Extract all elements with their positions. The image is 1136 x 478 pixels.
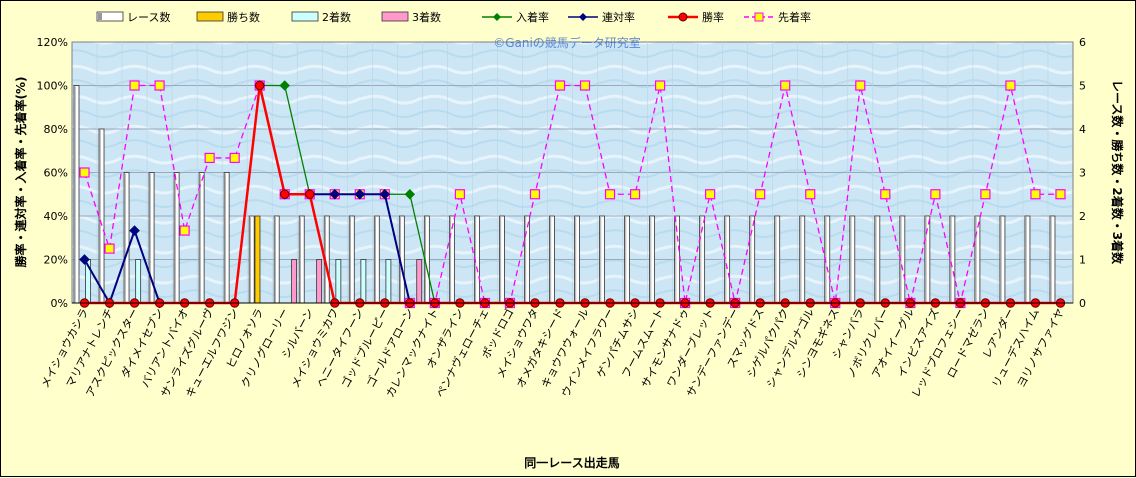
- legend-label: 勝ち数: [227, 10, 260, 24]
- legend-marker: [579, 13, 587, 21]
- point-先着率: [980, 189, 991, 200]
- line-先着率: [83, 83, 1061, 304]
- legend-swatch: [196, 11, 224, 22]
- y-left-tick-label: 80%: [44, 123, 68, 136]
- point-先着率: [579, 80, 591, 91]
- grid-lines: [72, 42, 1073, 303]
- point-先着率: [79, 167, 90, 178]
- point-先着率: [154, 80, 165, 91]
- y-left-tick-label: 100%: [37, 80, 68, 93]
- legend-swatch: [291, 11, 319, 22]
- point-先着率: [629, 189, 641, 200]
- y-right-tick-label: 2: [1079, 210, 1086, 223]
- y-right-axis-label: レース数・勝ち数・2着数・3着数: [1110, 80, 1125, 265]
- line-連対率: [83, 227, 161, 306]
- point-勝率: [305, 189, 315, 199]
- y-right-tick-label: 6: [1079, 36, 1086, 49]
- point-先着率: [229, 152, 240, 164]
- y-left-axis-label: 勝率・連対率・入着率・先着率(%): [13, 77, 28, 268]
- bar-2着数: [360, 259, 367, 304]
- legend-label: 勝率: [702, 10, 724, 24]
- point-入着率: [279, 80, 290, 91]
- legend-marker: [678, 12, 688, 22]
- legend-swatch-shade: [98, 13, 102, 20]
- point-先着率: [855, 80, 866, 91]
- legend-marker: [493, 13, 501, 21]
- point-入着率: [404, 189, 416, 200]
- point-先着率: [529, 189, 541, 200]
- bar-勝ち数: [254, 215, 261, 304]
- y-right-tick-label: 3: [1079, 167, 1086, 180]
- point-連対率: [129, 225, 140, 236]
- point-連対率: [329, 189, 340, 200]
- point-先着率: [179, 225, 190, 236]
- point-先着率: [1005, 80, 1016, 91]
- point-勝率: [254, 80, 265, 91]
- point-連対率: [354, 189, 365, 200]
- point-先着率: [604, 189, 616, 200]
- point-先着率: [129, 80, 140, 91]
- point-連対率: [79, 254, 90, 265]
- point-先着率: [454, 189, 465, 200]
- bar-3着数: [291, 259, 298, 304]
- bar-2着数: [385, 259, 392, 304]
- point-先着率: [554, 80, 566, 91]
- point-先着率: [705, 189, 716, 200]
- y-left-tick-label: 20%: [44, 254, 68, 267]
- bar-2着数: [135, 259, 142, 304]
- point-先着率: [805, 189, 816, 200]
- bar-3着数: [416, 259, 423, 304]
- legend-label: 入着率: [516, 10, 549, 24]
- y-right-tick-label: 4: [1079, 123, 1086, 136]
- legend-label: レース数: [127, 11, 170, 24]
- point-先着率: [1030, 189, 1041, 200]
- point-先着率: [930, 189, 941, 200]
- legend-swatch: [381, 11, 409, 22]
- y-right-tick-label: 1: [1079, 254, 1086, 267]
- legend-label: 連対率: [602, 10, 635, 24]
- legend-swatch: [96, 11, 124, 22]
- point-先着率: [204, 152, 215, 164]
- bar-2着数: [335, 259, 342, 304]
- y-right-tick-label: 5: [1079, 80, 1086, 93]
- point-先着率: [654, 80, 666, 91]
- y-left-tick-label: 0%: [51, 297, 68, 310]
- x-axis-label: 同一レース出走馬: [524, 455, 619, 470]
- legend-label: 3着数: [412, 10, 441, 24]
- y-left-tick-label: 40%: [44, 210, 68, 223]
- legend-label: 先着率: [778, 10, 811, 24]
- y-right-tick-label: 0: [1079, 297, 1086, 310]
- point-先着率: [1055, 189, 1066, 200]
- y-left-tick-label: 60%: [44, 167, 68, 180]
- legend: レース数 勝ち数 2着数 3着数 入着率 連対率 勝率 先着率: [96, 10, 811, 24]
- bar-3着数: [316, 259, 323, 304]
- point-先着率: [104, 243, 115, 254]
- point-先着率: [880, 189, 891, 200]
- point-連対率: [379, 189, 391, 200]
- y-left-tick-label: 120%: [37, 36, 68, 49]
- point-勝率: [280, 189, 290, 199]
- legend-label: 2着数: [322, 10, 351, 24]
- watermark: ©Ganiの競馬データ研究室: [493, 35, 641, 50]
- legend-marker: [754, 12, 764, 22]
- point-先着率: [780, 80, 791, 91]
- point-先着率: [755, 189, 766, 200]
